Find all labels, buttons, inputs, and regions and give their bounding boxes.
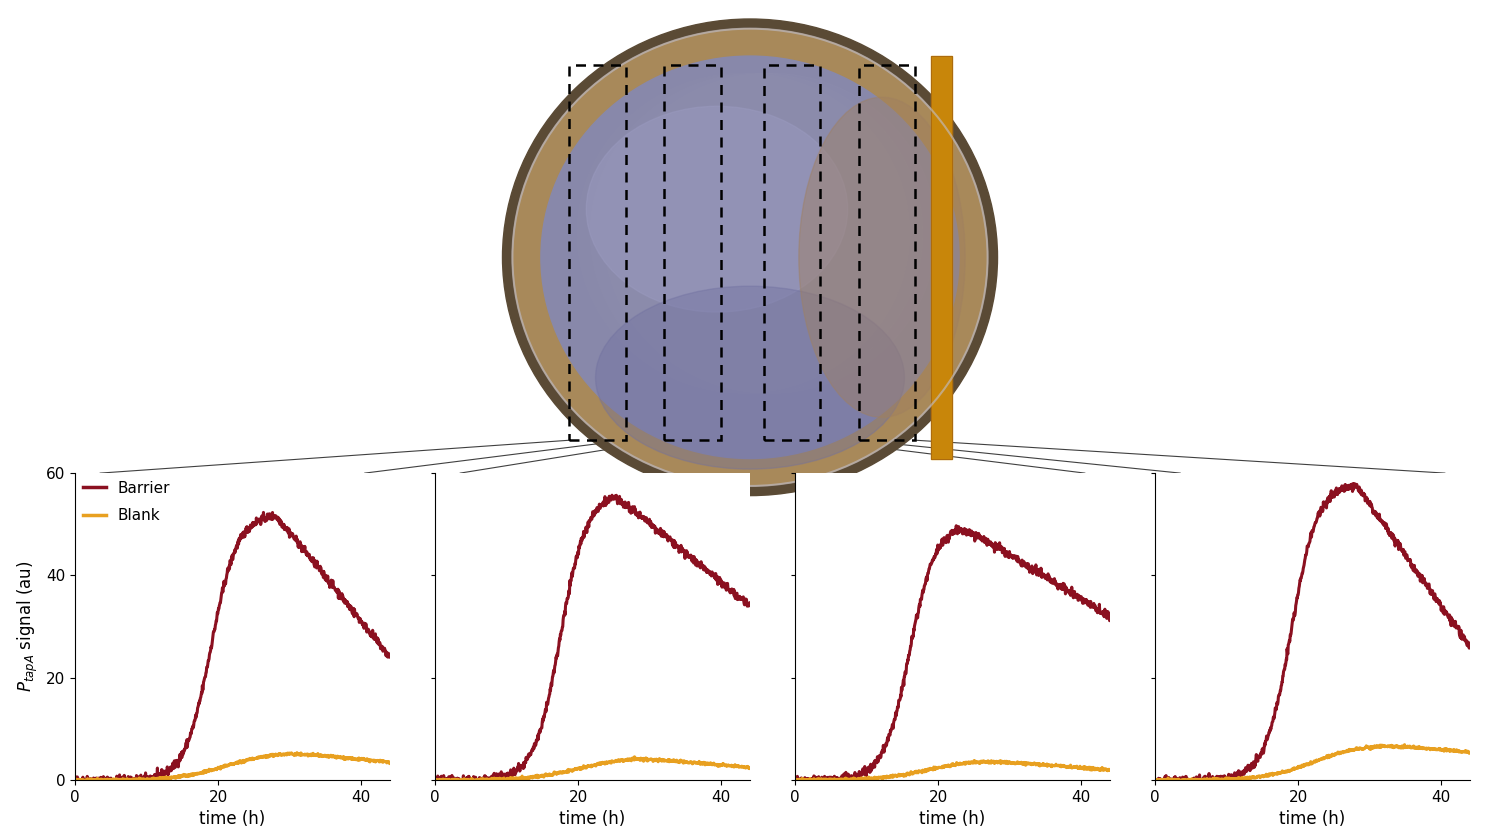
Ellipse shape (550, 73, 884, 393)
Ellipse shape (800, 97, 964, 417)
Ellipse shape (564, 73, 897, 393)
Y-axis label: $P_{tapA}$ signal (au): $P_{tapA}$ signal (au) (16, 561, 40, 692)
Ellipse shape (596, 286, 904, 469)
Ellipse shape (586, 106, 847, 312)
X-axis label: time (h): time (h) (200, 810, 266, 828)
X-axis label: time (h): time (h) (1280, 810, 1346, 828)
Bar (930, 56, 952, 458)
Bar (664, 66, 720, 440)
Ellipse shape (591, 73, 922, 393)
Ellipse shape (578, 73, 909, 393)
Ellipse shape (542, 56, 958, 458)
X-axis label: time (h): time (h) (920, 810, 986, 828)
Bar (859, 66, 915, 440)
Ellipse shape (503, 19, 998, 496)
Ellipse shape (513, 29, 987, 486)
X-axis label: time (h): time (h) (560, 810, 626, 828)
Legend: Barrier, Blank: Barrier, Blank (78, 476, 176, 528)
Bar (765, 66, 820, 440)
Bar (570, 66, 626, 440)
Ellipse shape (603, 73, 936, 393)
Bar (930, 56, 952, 458)
